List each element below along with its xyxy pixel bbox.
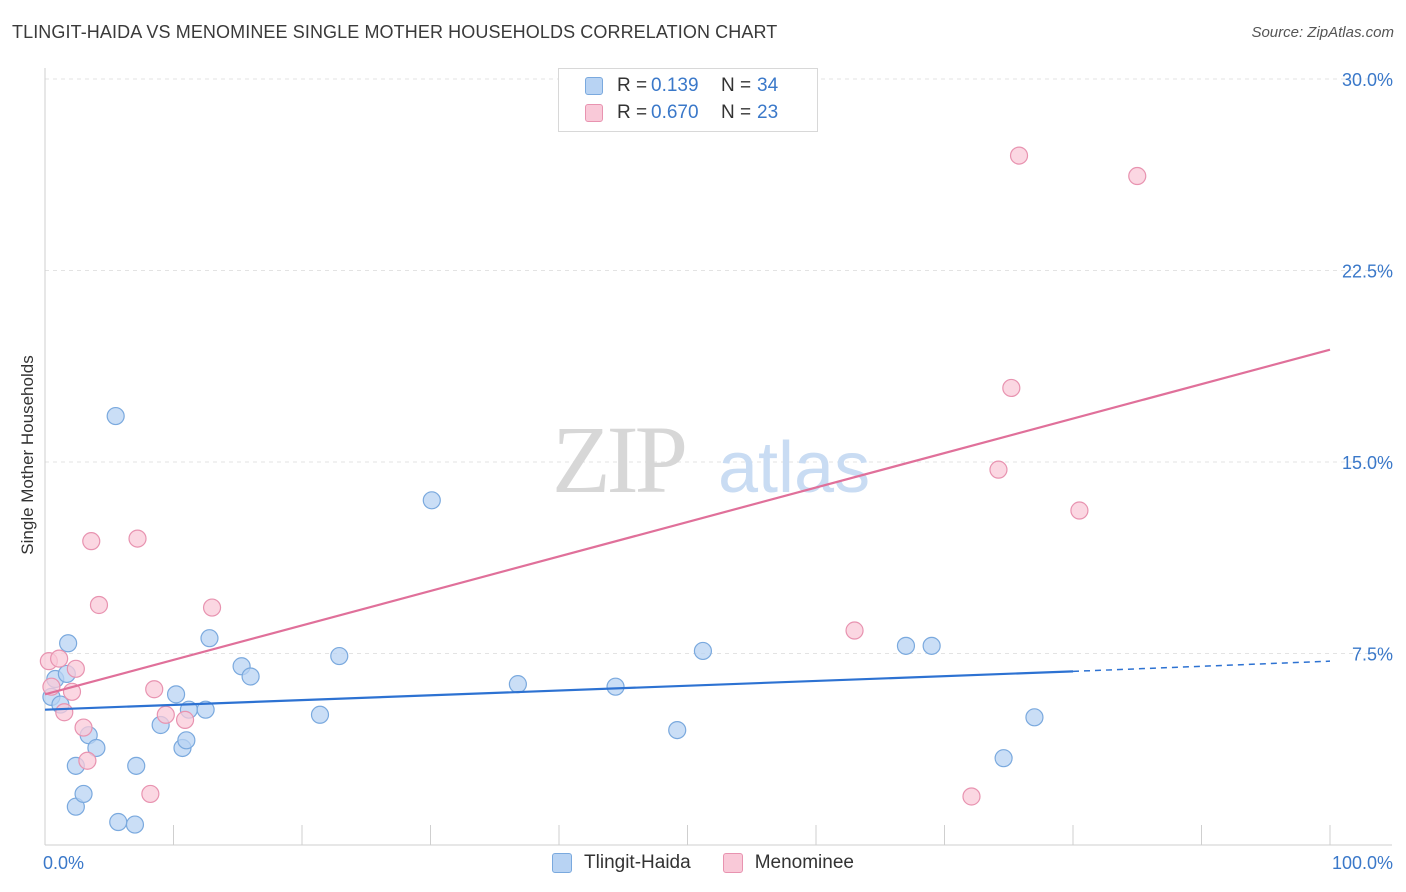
menominee-point	[1070, 501, 1089, 520]
menominee-point	[845, 621, 864, 640]
legend-n-value: 23	[757, 102, 779, 123]
menominee-point	[1009, 146, 1029, 165]
legend-label-tlingit-haida: Tlingit-Haida	[584, 852, 691, 873]
menominee-point	[145, 680, 164, 699]
menominee-point	[989, 460, 1008, 479]
axes	[44, 68, 1392, 846]
x-tick-label-min: 0.0%	[43, 853, 84, 873]
tlingit-haida-point	[1025, 708, 1044, 727]
watermark-atlas: atlas	[718, 428, 870, 508]
menominee-point	[55, 703, 74, 722]
legend-label-menominee: Menominee	[754, 852, 854, 873]
legend-row-tlingit-haida: R = 0.139 N = 34	[585, 74, 778, 98]
menominee-point	[1002, 378, 1021, 398]
tlingit-haida-point	[127, 756, 146, 775]
tlingit-haida-point	[87, 738, 106, 758]
tlingit-haida-point	[177, 731, 196, 750]
legend-r-label: R =	[617, 102, 648, 123]
tlingit-haida-point	[310, 705, 330, 724]
tlingit-haida-point	[200, 629, 219, 648]
legend-item-menominee: Menominee	[722, 852, 854, 874]
tlingit-haida-trend-line	[44, 670, 1074, 711]
legend-n-value: 34	[757, 75, 779, 96]
data-points	[39, 146, 1147, 834]
legend-r-value: 0.139	[651, 75, 699, 96]
chart-source: Source: ZipAtlas.com	[1251, 24, 1394, 41]
legend-item-tlingit-haida: Tlingit-Haida	[552, 852, 691, 874]
menominee-point	[82, 532, 101, 551]
tlingit-haida-point	[106, 406, 125, 426]
menominee-point	[50, 649, 69, 668]
menominee-point	[66, 659, 85, 678]
y-tick-label: 15.0%	[1342, 453, 1393, 473]
menominee-point	[141, 784, 160, 804]
tlingit-haida-point	[109, 812, 128, 832]
grid-lines	[45, 78, 1392, 654]
tlingit-haida-point	[422, 491, 441, 510]
tlingit-haida-point	[74, 784, 93, 804]
series-legend: Tlingit-Haida Menominee	[0, 852, 1406, 874]
menominee-point	[175, 710, 195, 729]
legend-n-label: N =	[721, 102, 752, 123]
tlingit-haida-point	[508, 675, 527, 694]
tlingit-haida-point	[606, 677, 625, 696]
tlingit-haida-trend-extension	[1072, 660, 1331, 673]
y-axis-label: Single Mother Households	[18, 355, 37, 555]
x-tick-label-max: 100.0%	[1332, 853, 1393, 873]
legend-swatch-pink	[585, 104, 603, 122]
menominee-point	[78, 751, 97, 770]
legend-swatch-pink	[722, 853, 743, 873]
legend-swatch-blue	[585, 77, 603, 95]
tlingit-haida-point	[330, 646, 349, 666]
menominee-point	[128, 529, 147, 548]
legend-n-label: N =	[721, 75, 752, 96]
menominee-point	[89, 595, 109, 615]
stats-legend: R = 0.139 N = 34 R = 0.670 N = 23	[558, 68, 818, 132]
tlingit-haida-point	[241, 667, 260, 686]
menominee-point	[962, 787, 981, 806]
legend-row-menominee: R = 0.670 N = 23	[585, 101, 778, 125]
menominee-point	[156, 705, 175, 724]
tlingit-haida-point	[994, 749, 1013, 768]
tlingit-haida-point	[922, 636, 941, 655]
menominee-point	[74, 718, 93, 737]
tlingit-haida-point	[196, 700, 215, 719]
y-tick-label: 7.5%	[1352, 645, 1393, 665]
legend-r-value: 0.670	[651, 102, 699, 123]
legend-swatch-blue	[552, 853, 573, 873]
legend-r-label: R =	[617, 75, 648, 96]
menominee-trend-line	[44, 348, 1331, 696]
tlingit-haida-point	[693, 641, 713, 661]
tick-labels: 7.5% 15.0% 22.5% 30.0% 0.0% 100.0%	[43, 70, 1393, 873]
watermark-zip: ZIP	[552, 406, 685, 513]
tlingit-haida-point	[166, 685, 186, 704]
tlingit-haida-point	[59, 634, 78, 653]
y-tick-label: 30.0%	[1342, 70, 1393, 90]
tlingit-haida-point	[668, 720, 687, 740]
chart-title: TLINGIT-HAIDA VS MENOMINEE SINGLE MOTHER…	[12, 22, 778, 42]
tlingit-haida-point	[896, 636, 916, 655]
tlingit-haida-point	[125, 815, 145, 834]
menominee-point	[202, 598, 222, 617]
y-tick-label: 22.5%	[1342, 262, 1393, 282]
trend-lines	[44, 348, 1331, 711]
menominee-point	[1128, 166, 1147, 186]
